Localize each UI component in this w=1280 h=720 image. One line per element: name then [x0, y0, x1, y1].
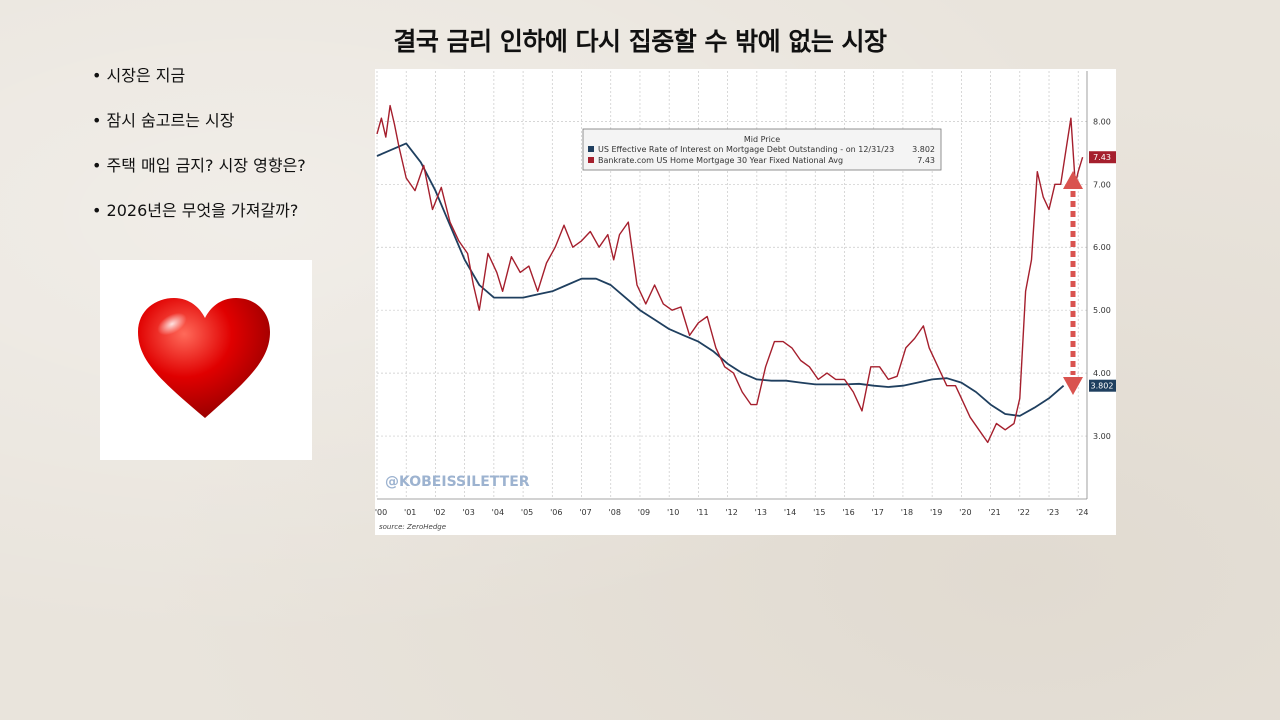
red-double-arrow — [1063, 171, 1083, 395]
x-tick-label: '16 — [842, 508, 854, 517]
legend-value-series-2: 7.43 — [917, 156, 935, 165]
x-tick-label: '24 — [1076, 508, 1088, 517]
y-tick-label: 5.00 — [1093, 306, 1111, 315]
legend: Mid Price US Effective Rate of Interest … — [582, 128, 942, 171]
chart-canvas: '00 '01 '02 '03 '04 '05 '06 '07 '08 '09 '10 '11 '12 '… — [375, 71, 1116, 531]
legend-value-series-1: 3.802 — [912, 145, 935, 154]
heart-image-panel — [100, 260, 312, 460]
x-tick-label: '13 — [755, 508, 767, 517]
x-tick-label: '05 — [521, 508, 533, 517]
last-value-box-2 — [1089, 151, 1116, 164]
legend-title: Mid Price — [744, 135, 780, 144]
x-tick-label: '22 — [1018, 508, 1030, 517]
x-tick-label: '15 — [813, 508, 825, 517]
x-tick-label: '18 — [901, 508, 913, 517]
legend-label-series-1: US Effective Rate of Interest on Mortgag… — [598, 145, 894, 154]
x-tick-label: '19 — [930, 508, 942, 517]
series-layer — [376, 104, 1084, 444]
y-tick-label: 3.00 — [1093, 432, 1111, 441]
x-tick-label: '00 — [375, 508, 387, 517]
bullet-item: 2026년은 무엇을 가져갈까? — [92, 199, 306, 244]
source-note: source: ZeroHedge — [379, 523, 446, 531]
x-tick-label: '02 — [433, 508, 445, 517]
x-tick-label: '12 — [725, 508, 737, 517]
x-tick-label: '23 — [1047, 508, 1059, 517]
legend-swatch-blue — [588, 146, 594, 152]
x-tick-label: '06 — [550, 508, 562, 517]
x-tick-label: '21 — [988, 508, 1000, 517]
grid — [376, 71, 1087, 499]
x-tick-label: '11 — [696, 508, 708, 517]
x-tick-label: '08 — [609, 508, 621, 517]
last-value-label-1: 3.802 — [1091, 382, 1114, 391]
x-tick-label: '09 — [638, 508, 650, 517]
series-line-2 — [376, 104, 1084, 444]
legend-swatch-red — [588, 157, 594, 163]
bullet-item: 시장은 지금 — [92, 64, 306, 109]
bullet-item: 주택 매입 금지? 시장 영향은? — [92, 154, 306, 199]
x-tick-label: '04 — [492, 508, 504, 517]
x-tick-label: '07 — [579, 508, 591, 517]
watermark: @KOBEISSILETTER — [385, 474, 530, 490]
series-line-1 — [376, 142, 1065, 417]
bullet-item: 잠시 숨고르는 시장 — [92, 109, 306, 154]
x-tick-label: '14 — [784, 508, 796, 517]
axes: '00 '01 '02 '03 '04 '05 '06 '07 '08 '09 '10 '11 '12 '… — [375, 71, 1116, 517]
legend-label-series-2: Bankrate.com US Home Mortgage 30 Year Fi… — [598, 156, 843, 165]
x-tick-label: '10 — [667, 508, 679, 517]
heart-icon — [138, 298, 270, 418]
y-tick-label: 7.00 — [1093, 180, 1111, 189]
last-value-box-1 — [1089, 379, 1116, 392]
mortgage-rate-chart: '00 '01 '02 '03 '04 '05 '06 '07 '08 '09 '10 '11 '12 '… — [375, 69, 1116, 535]
y-tick-label: 4.00 — [1093, 369, 1111, 378]
x-tick-label: '17 — [872, 508, 884, 517]
last-value-label-2: 7.43 — [1093, 153, 1111, 162]
x-tick-label: '03 — [462, 508, 474, 517]
y-tick-label: 6.00 — [1093, 243, 1111, 252]
slide-title: 결국 금리 인하에 다시 집중할 수 밖에 없는 시장 — [393, 27, 887, 56]
bullet-list: 시장은 지금 잠시 숨고르는 시장 주택 매입 금지? 시장 영향은? 2026… — [92, 64, 306, 244]
x-tick-label: '20 — [959, 508, 971, 517]
y-tick-label: 8.00 — [1093, 117, 1111, 126]
x-tick-label: '01 — [404, 508, 416, 517]
